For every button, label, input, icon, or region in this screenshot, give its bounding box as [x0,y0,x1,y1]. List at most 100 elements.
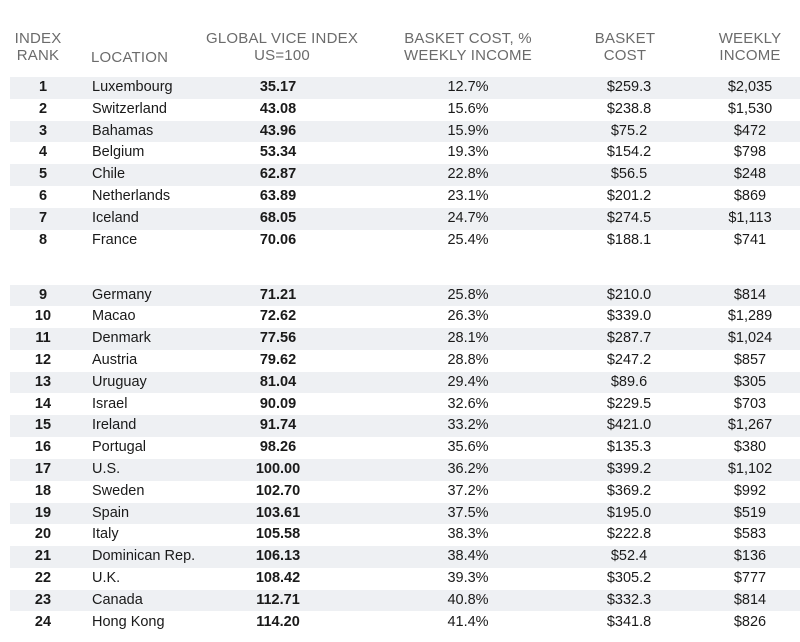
table-row: 18 Sweden 102.70 37.2% $369.2 $992 [10,481,800,503]
vice-index-cell: 90.09 [259,395,297,412]
basket-cost-cell: $287.7 [606,330,652,347]
basket-cost-cell: $52.4 [610,548,648,565]
vice-index-cell: 62.87 [259,166,297,183]
table-row: 23 Canada 112.71 40.8% $332.3 $814 [10,589,800,612]
weekly-income-cell: $519 [733,504,767,521]
location-cell: Germany [92,286,152,303]
basket-percent-cell: 37.5% [447,504,489,521]
weekly-income-cell: $814 [733,286,767,303]
vice-index-cell: 68.05 [259,209,297,226]
weekly-income-cell: $798 [733,144,767,161]
location-cell: Netherlands [92,188,171,204]
vice-index-cell: 112.71 [256,591,300,608]
basket-cost-cell: $332.3 [606,591,652,608]
basket-cost-cell: $247.2 [606,351,652,368]
location-cell: Austria [92,351,138,368]
basket-percent-cell: 38.4% [447,548,489,565]
rank-cell: 23 [34,591,52,608]
table-row: 4 Belgium 53.34 19.3% $154.2 $798 [10,142,800,164]
vice-index-cell: 43.08 [259,100,297,117]
rank-cell: 19 [34,504,52,521]
vice-index-cell: 100.00 [255,460,301,477]
location-cell: Chile [92,166,126,183]
table-row: 9 Germany 71.21 25.8% $210.0 $814 [10,284,800,307]
table-row: 13 Uruguay 81.04 29.4% $89.6 $305 [10,371,800,394]
rank-cell: 13 [34,373,52,390]
location-cell: Switzerland [92,100,167,117]
rank-cell: 18 [34,482,52,499]
basket-percent-cell: 22.8% [447,166,489,183]
basket-cost-cell: $274.5 [606,209,652,226]
basket-percent-cell: 36.2% [447,460,489,477]
basket-cost-cell: $89.6 [610,373,648,390]
weekly-income-cell: $1,024 [727,330,773,347]
vice-index-cell: 91.74 [259,417,297,434]
location-cell: Portugal [92,439,147,456]
weekly-income-cell: $380 [733,439,767,456]
weekly-income-cell: $826 [733,613,767,630]
basket-percent-cell: 41.4% [447,613,489,630]
weekly-income-cell: $1,267 [727,417,773,434]
rank-cell: 4 [38,144,48,161]
location-cell: Canada [92,591,143,608]
table-row: 14 Israel 90.09 32.6% $229.5 $703 [10,394,800,416]
table-row: 17 U.S. 100.00 36.2% $399.2 $1,102 [10,458,800,481]
weekly-income-cell: $857 [733,351,767,368]
weekly-income-cell: $1,113 [728,209,772,226]
table-row: 22 U.K. 108.42 39.3% $305.2 $777 [10,568,800,590]
basket-percent-cell: 23.1% [447,188,489,204]
table-header: INDEX RANK LOCATION GLOBAL VICE INDEX US… [0,30,800,70]
table-row: 24 Hong Kong 114.20 41.4% $341.8 $826 [10,612,800,634]
rank-cell: 21 [34,548,52,565]
vice-index-cell: 35.17 [259,79,297,95]
location-cell: Bahamas [92,122,154,139]
table-row: 1 Luxembourg 35.17 12.7% $259.3 $2,035 [10,77,800,99]
table-row: 3 Bahamas 43.96 15.9% $75.2 $472 [10,120,800,143]
weekly-income-cell: $869 [733,188,767,204]
basket-percent-cell: 40.8% [447,591,489,608]
basket-percent-cell: 35.6% [447,439,489,456]
rank-cell: 14 [34,395,52,412]
rank-cell: 12 [34,351,52,368]
location-cell: U.S. [92,460,121,477]
weekly-income-cell: $741 [733,231,767,248]
basket-percent-cell: 29.4% [447,373,489,390]
rank-cell: 5 [38,166,48,183]
basket-percent-cell: 15.9% [447,122,489,139]
table-row: 8 France 70.06 25.4% $188.1 $741 [10,230,800,252]
weekly-income-cell: $305 [733,373,767,390]
location-cell: Ireland [92,417,137,434]
basket-percent-cell: 25.4% [447,231,489,248]
vice-index-cell: 79.62 [259,351,297,368]
weekly-income-cell: $472 [733,122,767,139]
weekly-income-cell: $136 [733,548,767,565]
basket-cost-cell: $421.0 [606,417,652,434]
table-row: 19 Spain 103.61 37.5% $195.0 $519 [10,502,800,525]
weekly-income-cell: $1,102 [727,460,773,477]
table-row: 15 Ireland 91.74 33.2% $421.0 $1,267 [10,415,800,438]
weekly-income-cell: $703 [733,395,767,412]
rank-cell: 3 [38,122,48,139]
table-row: 12 Austria 79.62 28.8% $247.2 $857 [10,350,800,372]
rank-cell: 16 [34,439,52,456]
header-index-rank: INDEX RANK [14,30,62,64]
rank-cell: 2 [38,100,48,117]
basket-percent-cell: 38.3% [447,526,489,543]
table-row: 11 Denmark 77.56 28.1% $287.7 $1,024 [10,328,800,350]
rank-cell: 1 [38,79,48,95]
basket-percent-cell: 28.8% [447,351,489,368]
basket-percent-cell: 28.1% [447,330,489,347]
location-cell: Belgium [92,144,145,161]
basket-cost-cell: $222.8 [606,526,652,543]
basket-percent-cell: 24.7% [447,209,489,226]
vice-index-cell: 81.04 [259,373,297,390]
rank-cell: 7 [38,209,48,226]
header-location: LOCATION [91,49,169,66]
weekly-income-cell: $992 [733,482,767,499]
location-cell: Italy [92,526,119,543]
rank-cell: 11 [35,330,51,347]
location-cell: U.K. [92,569,121,586]
location-cell: France [92,231,138,248]
rank-cell: 9 [38,286,48,303]
